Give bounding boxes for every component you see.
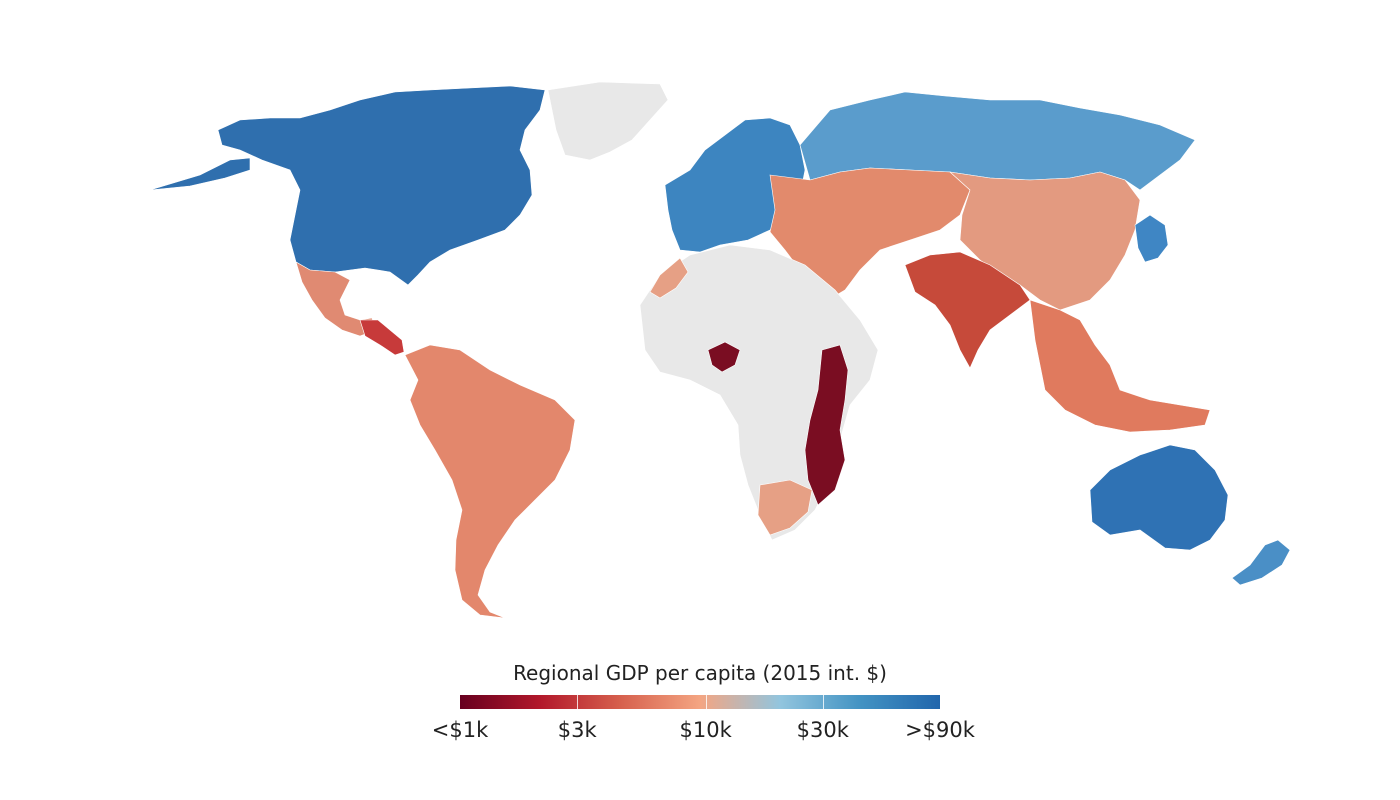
region-west-africa: [707, 341, 741, 373]
region-north-america: [217, 85, 546, 286]
region-south-america: [404, 344, 576, 619]
region-central-asia: [769, 167, 971, 301]
region-central-america: [359, 319, 405, 356]
legend-tick-mark: [705, 695, 707, 709]
region-new-zealand: [1231, 539, 1291, 586]
world-map-container: [149, 81, 1291, 619]
legend-tick-label: $30k: [796, 718, 849, 742]
region-alaska-tail: [149, 157, 251, 191]
region-south-asia: [904, 251, 1031, 369]
legend-tick-label: $3k: [557, 718, 597, 742]
region-east-africa: [804, 344, 849, 506]
region-japan: [1134, 214, 1169, 263]
region-australia: [1089, 444, 1229, 551]
world-choropleth-map: [149, 81, 1291, 619]
region-north-africa: [649, 257, 689, 299]
legend-tick-mark: [577, 695, 579, 709]
legend-tick-label: >$90k: [905, 718, 975, 742]
legend-tick-label: <$1k: [431, 718, 489, 742]
region-china: [949, 171, 1141, 311]
region-greenland: [547, 81, 669, 161]
legend-tick-mark: [822, 695, 824, 709]
legend-title: Regional GDP per capita (2015 int. $): [513, 661, 887, 685]
region-southern-africa: [757, 479, 813, 536]
region-southeast-asia: [1029, 299, 1211, 433]
region-mexico: [295, 261, 377, 337]
legend-tick-label: $10k: [679, 718, 732, 742]
color-legend: Regional GDP per capita (2015 int. $) <$…: [0, 650, 1400, 800]
legend-color-bar: [460, 695, 940, 709]
